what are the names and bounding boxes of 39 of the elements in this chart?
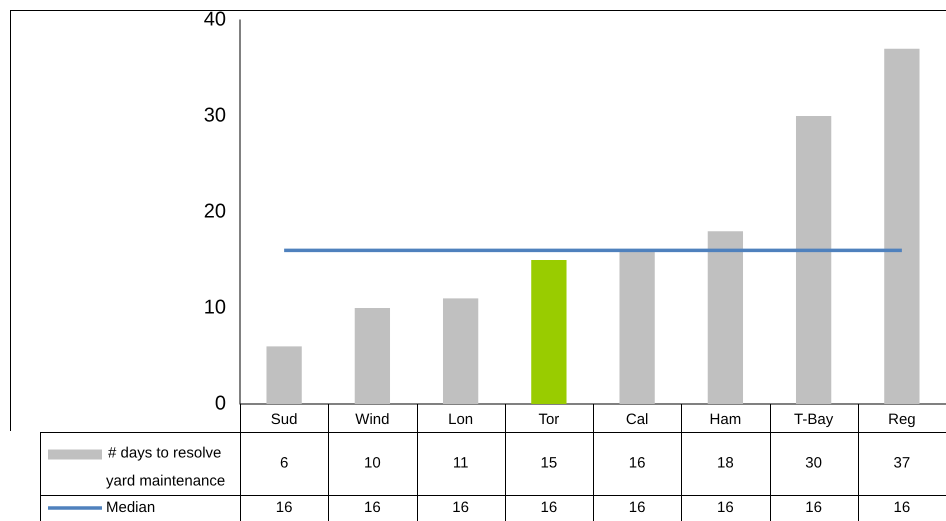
x-tick-label: Tor <box>538 411 560 428</box>
legend-label: Median <box>106 499 156 516</box>
bar <box>531 260 567 404</box>
data-label: 16 <box>540 499 558 516</box>
data-label: 18 <box>717 454 734 472</box>
data-label: 6 <box>280 454 288 472</box>
x-tick-label: Sud <box>270 411 298 428</box>
bar <box>442 298 478 404</box>
data-label: 16 <box>364 499 381 516</box>
data-label: 16 <box>805 499 822 516</box>
x-tick-label: Reg <box>888 411 916 428</box>
bar <box>266 346 302 404</box>
data-label: 16 <box>452 499 469 516</box>
x-tick-label: Wind <box>355 411 390 428</box>
bar <box>708 231 744 404</box>
bar <box>619 250 655 404</box>
data-label: 16 <box>628 499 646 516</box>
y-tick-label: 10 <box>204 296 226 319</box>
data-label: 11 <box>452 454 468 472</box>
data-label: 16 <box>628 454 646 472</box>
bar <box>884 48 920 404</box>
data-label: 10 <box>364 454 381 472</box>
bar <box>354 308 390 404</box>
x-tick-label: Cal <box>626 411 648 428</box>
legend-label: # days to resolve yard maintenance <box>106 444 226 490</box>
y-tick-label: 0 <box>214 392 226 415</box>
data-label: 16 <box>717 499 734 516</box>
data-label: 15 <box>540 454 558 472</box>
bar <box>796 116 832 404</box>
y-tick-label: 30 <box>204 104 226 127</box>
data-label: 30 <box>805 454 822 472</box>
x-tick-label: T-Bay <box>794 411 834 428</box>
x-tick-label: Lon <box>448 411 474 428</box>
data-label: 37 <box>894 454 910 472</box>
x-tick-label: Ham <box>710 411 742 428</box>
y-tick-label: 40 <box>204 8 226 31</box>
y-tick-label: 20 <box>204 200 226 223</box>
data-label: 16 <box>276 499 292 516</box>
data-label: 16 <box>894 499 910 516</box>
